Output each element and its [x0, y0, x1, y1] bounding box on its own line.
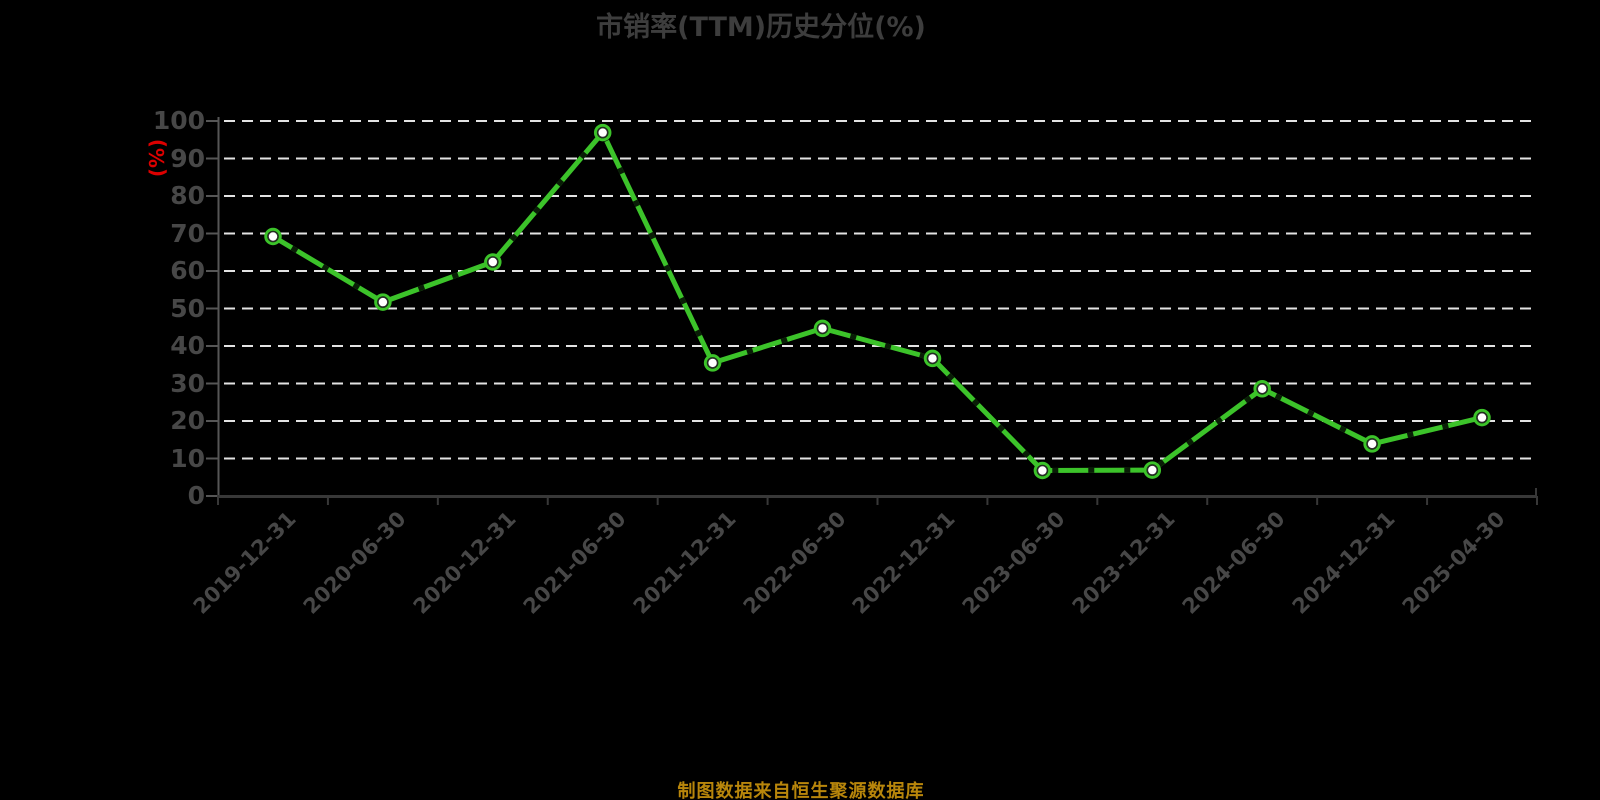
y-axis-tick-label: 80 [170, 181, 205, 210]
data-source-note: 制图数据来自恒生聚源数据库 [677, 781, 925, 800]
data-point-marker-ring [596, 126, 609, 139]
y-axis-tick-label: 0 [187, 481, 205, 510]
series-line-dash-overlay [271, 128, 1483, 474]
y-axis-tick-label: 30 [170, 368, 205, 398]
data-point-marker-ring [377, 296, 389, 308]
y-axis-tick-label: 90 [170, 143, 205, 173]
data-point-marker-ring [1366, 438, 1378, 450]
data-point-marker-ring [816, 322, 829, 335]
chart-title: 市销率(TTM)历史分位(%) [596, 12, 926, 43]
y-axis-tick-label: 70 [170, 218, 205, 248]
data-point-marker-ring [706, 357, 719, 369]
data-point-marker-ring [1476, 411, 1488, 424]
y-axis-tick-label: 20 [170, 406, 205, 435]
y-axis-tick-label: 100 [152, 106, 205, 135]
data-point-marker-ring [267, 230, 279, 243]
y-axis-tick-label: 50 [170, 293, 205, 323]
data-point-marker-ring [1256, 382, 1268, 395]
data-point-marker-ring [1036, 464, 1049, 477]
data-point-marker-ring [486, 256, 499, 268]
data-point-marker-ring [926, 352, 939, 365]
series-line [270, 130, 1485, 473]
y-axis-tick-label: 60 [170, 256, 205, 285]
y-axis-tick-label: 10 [170, 443, 205, 473]
y-axis-tick-label: 40 [170, 331, 205, 360]
data-point-marker-ring [1146, 464, 1159, 476]
